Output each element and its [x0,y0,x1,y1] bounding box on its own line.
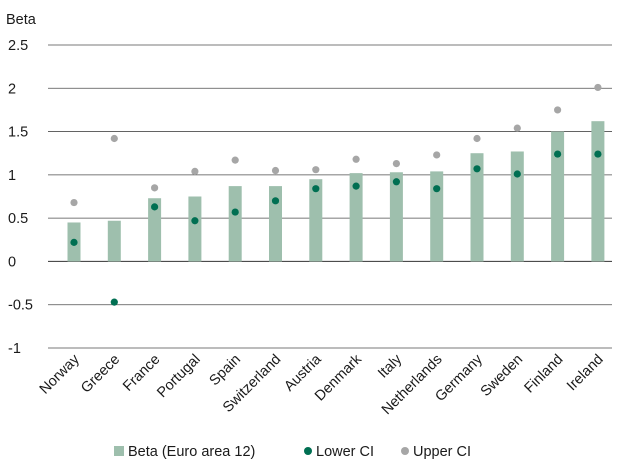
bar-ireland [591,121,605,262]
bar-germany [470,153,484,262]
lower-ci-point-france [151,203,159,211]
y-tick-label: 0.5 [8,211,28,227]
lower-ci-point-greece [110,298,118,306]
legend-label-beta: Beta (Euro area 12) [128,444,255,460]
lower-ci-point-norway [70,238,78,246]
legend-label-lower-ci: Lower CI [316,444,374,460]
bar-spain [228,186,242,262]
x-category-label: Greece [78,352,123,397]
y-axis-label: Beta [6,12,37,28]
y-tick-label: 2.5 [8,38,28,54]
y-tick-label: 1 [8,168,16,184]
y-tick-label: -0.5 [8,298,33,314]
x-category-label: Italy [375,351,406,382]
upper-ci-point-finland [554,106,562,114]
upper-ci-point-ireland [594,83,602,92]
bar-switzerland [269,186,282,262]
upper-ci-point-sweden [513,124,521,132]
y-tick-labels: 2.5 2 1.5 1 0.5 0 -0.5 -1 [8,38,33,357]
upper-ci-point-italy [392,160,400,168]
lower-ci-point-finland [554,150,562,158]
upper-ci-point-portugal [191,167,199,175]
bar-italy [389,172,403,262]
bar-greece [107,220,121,262]
y-tick-label: 2 [8,81,16,97]
bar-denmark [349,173,363,262]
legend-swatch-beta [114,446,124,456]
upper-ci-point-germany [473,134,481,143]
legend-swatch-upper-ci [401,447,409,455]
upper-ci-point-switzerland [271,166,280,175]
legend: Beta (Euro area 12) Lower CI Upper CI [114,444,471,460]
lower-ci-point-italy [392,178,400,186]
bar-austria [309,179,323,262]
bar-sweden [510,151,524,262]
lower-ci-point-denmark [352,182,360,190]
lower-ci-point-spain [231,208,239,216]
y-tick-label: 1.5 [8,125,28,141]
x-category-label: Spain [206,352,244,390]
lower-ci-point-switzerland [271,197,280,205]
x-category-label: Ireland [564,352,607,395]
bar-finland [551,131,565,262]
upper-ci-point-norway [70,198,78,207]
upper-ci-point-austria [312,166,320,174]
lower-ci-point-ireland [594,150,602,158]
legend-swatch-lower-ci [304,447,312,455]
upper-ci-point-netherlands [433,151,441,159]
lower-ci-point-netherlands [433,185,441,193]
lower-ci-point-austria [312,185,320,193]
bar-portugal [188,196,202,262]
bar-netherlands [430,171,444,262]
lower-ci-point-portugal [191,217,199,225]
x-category-label: Finland [521,352,566,397]
lower-ci-point-sweden [513,170,521,178]
upper-ci-point-greece [110,134,118,143]
gridlines [48,44,612,349]
lower-ci-point-germany [473,165,481,173]
upper-ci-point-france [151,184,159,192]
x-category-label: Portugal [154,352,204,402]
y-tick-label: -1 [8,341,21,357]
bars [67,121,605,262]
y-tick-label: 0 [8,254,16,270]
points [70,83,602,306]
x-category-label: Sweden [478,352,526,400]
upper-ci-point-spain [231,156,239,164]
upper-ci-point-denmark [352,155,360,163]
bar-france [148,198,162,262]
legend-label-upper-ci: Upper CI [413,444,471,460]
x-category-label: Norway [37,351,84,398]
